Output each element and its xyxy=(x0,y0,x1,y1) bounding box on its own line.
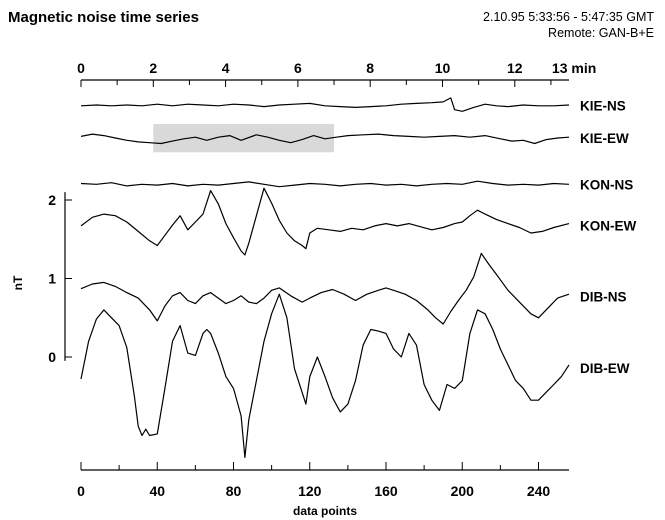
bottom-tick-label: 80 xyxy=(226,483,242,499)
series-line-dib-ns xyxy=(80,252,570,325)
left-tick-label: 0 xyxy=(48,349,56,365)
remote-station-text: Remote: GAN-B+E xyxy=(548,26,654,40)
top-tick-label: 4 xyxy=(222,60,230,76)
top-tick-label: 12 xyxy=(507,60,523,76)
x-axis-title: data points xyxy=(293,504,357,518)
y-axis-title: nT xyxy=(11,275,25,290)
top-tick-label: 10 xyxy=(435,60,451,76)
series-layer: KIE-NS KIE-EW KON-NS KON-EW DIB-NS DIB-EW xyxy=(80,97,636,459)
series-line-dib-ew xyxy=(80,293,570,459)
series-label-kon-ew: KON-EW xyxy=(580,219,636,234)
highlight-box xyxy=(153,124,335,153)
top-tick-label: 8 xyxy=(366,60,374,76)
top-tick-label: 2 xyxy=(149,60,157,76)
highlight-layer xyxy=(153,124,335,153)
bottom-tick-label: 40 xyxy=(149,483,165,499)
series-label-kie-ns: KIE-NS xyxy=(580,98,626,113)
chart-info: 2.10.95 5:33:56 - 5:47:35 GMT Remote: GA… xyxy=(483,9,654,41)
date-range-text: 2.10.95 5:33:56 - 5:47:35 GMT xyxy=(483,10,654,24)
series-line-kie-ew xyxy=(80,133,570,145)
series-line-kie-ns xyxy=(80,97,570,112)
left-nt-axis: 0 1 2 xyxy=(48,192,72,365)
bottom-tick-label: 120 xyxy=(298,483,322,499)
bottom-tick-label: 0 xyxy=(77,483,85,499)
bottom-data-points-axis: 0 40 80 120 160 200 240 xyxy=(77,462,569,499)
series-label-dib-ns: DIB-NS xyxy=(580,289,627,304)
series-label-kon-ns: KON-NS xyxy=(580,177,633,192)
series-line-kon-ns xyxy=(80,180,570,188)
left-tick-label: 1 xyxy=(48,271,56,287)
chart-title: Magnetic noise time series xyxy=(8,9,199,26)
top-time-axis: 0 2 4 6 8 10 12 13 min xyxy=(77,60,596,87)
bottom-tick-label: 240 xyxy=(527,483,551,499)
left-tick-label: 2 xyxy=(48,192,56,208)
series-line-kon-ew xyxy=(80,187,570,256)
bottom-tick-label: 200 xyxy=(451,483,475,499)
bottom-tick-label: 160 xyxy=(374,483,398,499)
top-tick-label: 13 min xyxy=(552,60,596,76)
top-tick-label: 6 xyxy=(294,60,302,76)
series-label-dib-ew: DIB-EW xyxy=(580,361,630,376)
series-label-kie-ew: KIE-EW xyxy=(580,131,629,146)
top-tick-label: 0 xyxy=(77,60,85,76)
